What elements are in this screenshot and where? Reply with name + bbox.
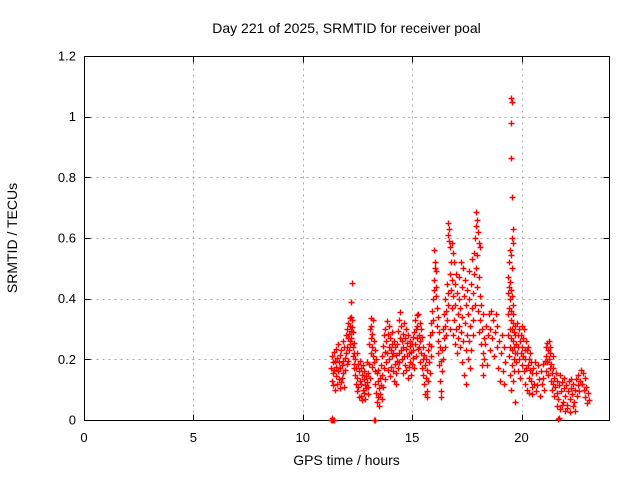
y-tick-label: 1 [69, 109, 76, 124]
x-tick-label: 10 [296, 430, 310, 445]
y-tick-label: 1.2 [58, 49, 76, 64]
y-axis-label: SRMTID / TECUs [4, 182, 20, 294]
y-tick-label: 0.8 [58, 170, 76, 185]
y-tick-label: 0 [69, 413, 76, 428]
x-tick-label: 0 [80, 430, 87, 445]
x-tick-label: 5 [190, 430, 197, 445]
x-tick-label: 20 [514, 430, 528, 445]
y-tick-label: 0.2 [58, 352, 76, 367]
data-points [328, 95, 593, 424]
x-tick-label: 15 [405, 430, 419, 445]
x-axis-label: GPS time / hours [293, 452, 400, 468]
y-tick-label: 0.6 [58, 231, 76, 246]
y-tick-label: 0.4 [58, 291, 76, 306]
chart-title: Day 221 of 2025, SRMTID for receiver poa… [212, 20, 481, 36]
